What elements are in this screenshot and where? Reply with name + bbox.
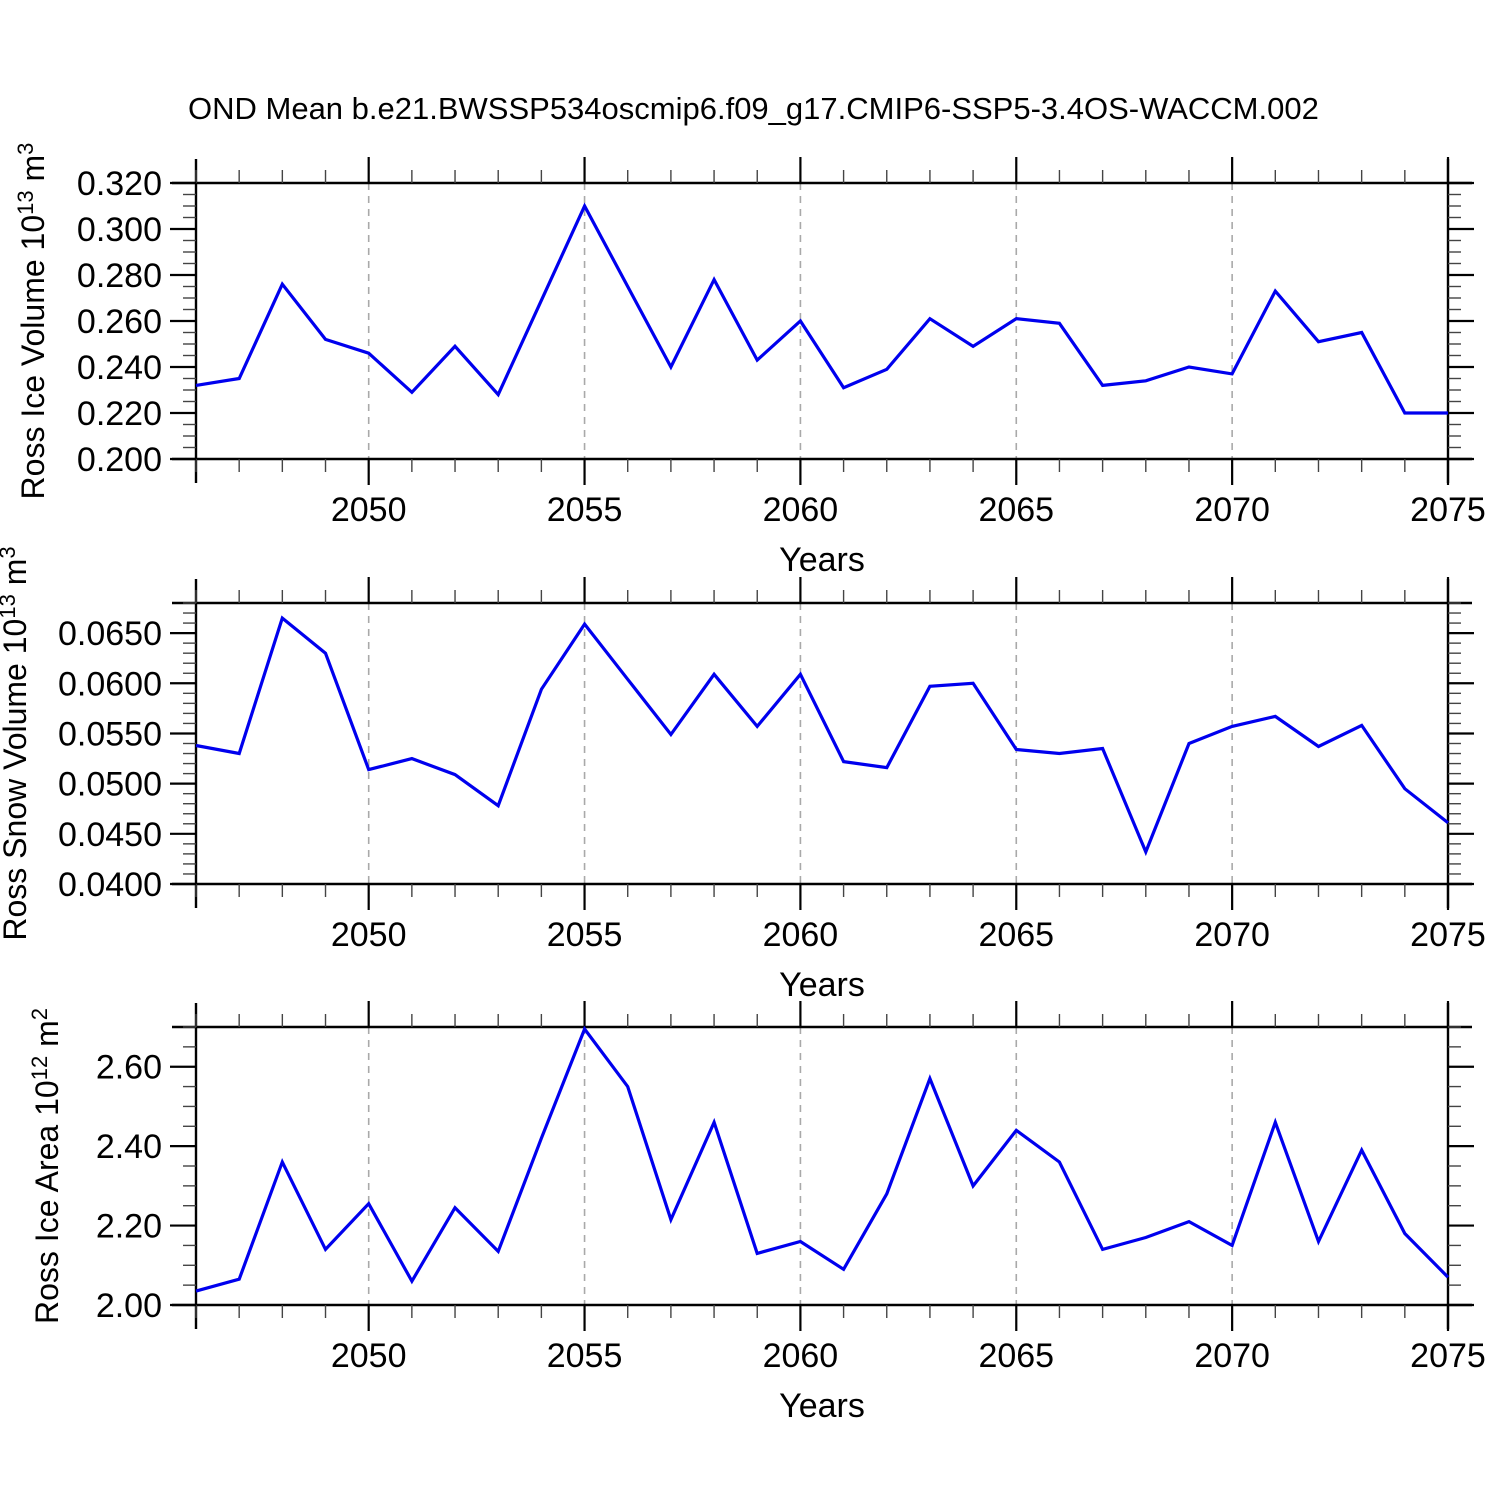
plot-frame	[172, 579, 1472, 908]
x-tick-label: 2050	[331, 1337, 407, 1375]
x-ticks	[195, 577, 1450, 910]
y-tick-label: 0.0550	[58, 715, 162, 753]
x-tick-label: 2060	[763, 916, 839, 954]
y-axis-title: Ross Snow Volume 1013 m3	[0, 546, 33, 940]
panel-ross-snow-volume: 0.0400 0.0450 0.0500 0.0550 0.0600 0.0650 2050…	[0, 546, 1486, 954]
plot-frame	[172, 1003, 1472, 1329]
y-tick-label: 2.60	[96, 1049, 162, 1087]
x-tick-label: 2055	[547, 491, 623, 529]
y-axis-title: Ross Ice Area 1012 m2	[27, 1008, 65, 1324]
y-tick-label: 0.0400	[58, 866, 162, 904]
x-tick-label: 2065	[978, 1337, 1054, 1375]
y-tick-label: 0.0450	[58, 816, 162, 854]
chart-title: OND Mean b.e21.BWSSP534oscmip6.f09_g17.C…	[188, 91, 1319, 126]
data-line-ross-ice-area	[195, 1025, 1450, 1293]
y-tick-label: 0.240	[77, 349, 162, 387]
y-axis-title: Ross Ice Volume 1013 m3	[13, 143, 51, 500]
x-tick-label: 2050	[331, 491, 407, 529]
data-line-ross-snow-volume	[195, 615, 1449, 857]
y-tick-label: 0.200	[77, 441, 162, 479]
y-ticks	[170, 1026, 1474, 1307]
y-tick-label: 2.20	[96, 1208, 162, 1246]
y-tick-label: 0.0600	[58, 665, 162, 703]
x-ticks	[195, 157, 1450, 485]
panel-ross-ice-area: 2.00 2.20 2.40 2.60 2050 2055 2060 2065 2070 2075…	[27, 1001, 1486, 1375]
x-tick-label: 2050	[331, 916, 407, 954]
y-ticks	[170, 181, 1474, 461]
plot-frame	[172, 159, 1472, 483]
x-tick-label: 2070	[1194, 491, 1270, 529]
x-ticks	[195, 1001, 1450, 1331]
y-tick-label: 2.00	[96, 1287, 162, 1325]
x-tick-label: 2065	[978, 491, 1054, 529]
y-tick-label: 0.320	[77, 165, 162, 203]
y-tick-label: 0.280	[77, 257, 162, 295]
y-tick-label: 0.300	[77, 211, 162, 249]
x-axis-title: Years	[779, 966, 865, 1004]
x-tick-label: 2070	[1194, 916, 1270, 954]
x-tick-label: 2075	[1410, 916, 1486, 954]
y-tick-label: 0.0500	[58, 766, 162, 804]
x-axis-title: Years	[779, 1387, 865, 1425]
y-ticks	[170, 602, 1474, 886]
panel-ross-ice-volume: 0.200 0.220 0.240 0.260 0.280 0.300 0.320 2050 2…	[13, 143, 1486, 529]
x-tick-label: 2055	[547, 916, 623, 954]
x-tick-label: 2055	[547, 1337, 623, 1375]
x-tick-label: 2065	[978, 916, 1054, 954]
y-tick-label: 0.0650	[58, 615, 162, 653]
y-tick-label: 0.220	[77, 395, 162, 433]
y-tick-label: 2.40	[96, 1128, 162, 1166]
x-tick-label: 2060	[763, 491, 839, 529]
x-tick-label: 2075	[1410, 1337, 1486, 1375]
x-tick-label: 2070	[1194, 1337, 1270, 1375]
x-axis-title: Years	[779, 541, 865, 579]
x-tick-label: 2075	[1410, 491, 1486, 529]
y-tick-label: 0.260	[77, 303, 162, 341]
data-line-ross-ice-volume	[195, 202, 1448, 415]
x-tick-label: 2060	[763, 1337, 839, 1375]
